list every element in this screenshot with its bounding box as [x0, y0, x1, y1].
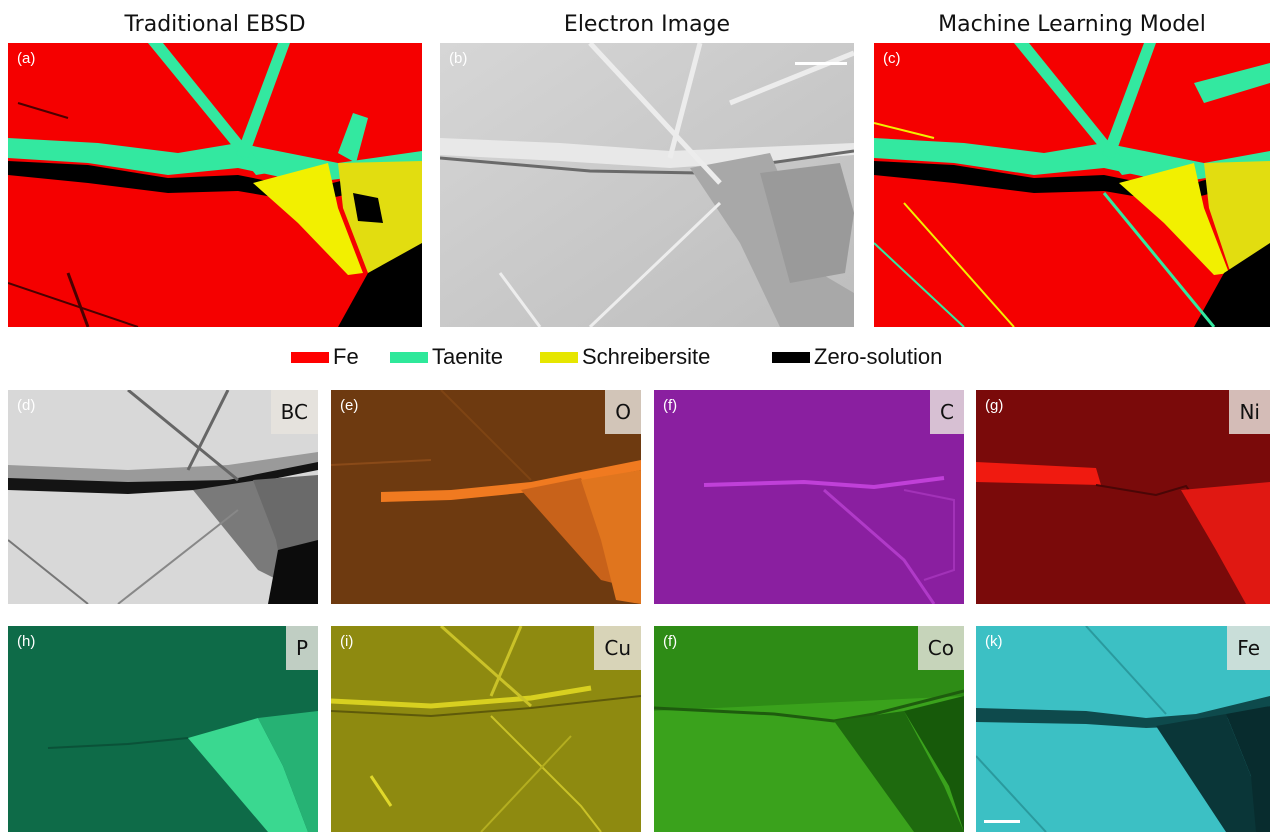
scale-bar-icon	[795, 62, 847, 65]
panel-i-copper-map: (i) Cu	[331, 626, 641, 832]
legend-label-fe: Fe	[333, 344, 359, 369]
panel-c-ml-phase-map: (c)	[874, 43, 1270, 327]
column-title-electron-image: Electron Image	[563, 12, 731, 37]
panel-label-f-carbon: (f)	[663, 397, 678, 414]
panel-d-band-contrast: (d) BC	[8, 390, 318, 604]
legend-item-schreibersite: Schreibersite	[540, 344, 710, 370]
element-label-cu: Cu	[594, 626, 641, 670]
element-label-ni: Ni	[1229, 390, 1270, 434]
legend-item-taenite: Taenite	[390, 344, 503, 370]
panel-label-c: (c)	[883, 50, 901, 67]
panel-k-iron-map: (k) Fe	[976, 626, 1270, 832]
panel-a-ebsd-phase-map: (a)	[8, 43, 422, 327]
legend-label-zero-solution: Zero-solution	[814, 344, 943, 369]
legend-item-zero-solution: Zero-solution	[772, 344, 942, 370]
panel-label-d: (d)	[17, 397, 36, 414]
panel-label-i: (i)	[340, 633, 354, 650]
element-label-bc: BC	[270, 390, 318, 434]
legend-label-taenite: Taenite	[432, 344, 503, 369]
panel-label-g: (g)	[985, 397, 1004, 414]
legend-swatch-zero-solution	[772, 351, 810, 363]
element-label-p: P	[285, 626, 318, 670]
panel-label-k: (k)	[985, 633, 1003, 650]
legend-label-schreibersite: Schreibersite	[582, 344, 711, 369]
panel-label-h: (h)	[17, 633, 36, 650]
element-label-c: C	[930, 390, 964, 434]
phase-legend: Fe Taenite Schreibersite Zero-solution	[0, 344, 1278, 370]
legend-swatch-taenite	[390, 351, 428, 363]
legend-swatch-schreibersite	[540, 351, 578, 363]
scale-bar-icon	[984, 820, 1020, 823]
element-label-co: Co	[917, 626, 964, 670]
legend-item-fe: Fe	[291, 344, 359, 370]
panel-b-electron-image: (b)	[440, 43, 854, 327]
legend-swatch-fe	[291, 351, 329, 363]
element-label-o: O	[605, 390, 641, 434]
column-title-machine-learning-model: Machine Learning Model	[938, 12, 1206, 37]
column-title-traditional-ebsd: Traditional EBSD	[124, 12, 306, 37]
panel-label-e: (e)	[340, 397, 359, 414]
panel-f-carbon-map: (f) C	[654, 390, 964, 604]
panel-h-phosphorus-map: (h) P	[8, 626, 318, 832]
element-label-fe: Fe	[1227, 626, 1270, 670]
panel-label-a: (a)	[17, 50, 36, 67]
panel-label-b: (b)	[449, 50, 468, 67]
panel-g-nickel-map: (g) Ni	[976, 390, 1270, 604]
panel-e-oxygen-map: (e) O	[331, 390, 641, 604]
panel-label-f-cobalt: (f)	[663, 633, 678, 650]
panel-f-cobalt-map: (f) Co	[654, 626, 964, 832]
